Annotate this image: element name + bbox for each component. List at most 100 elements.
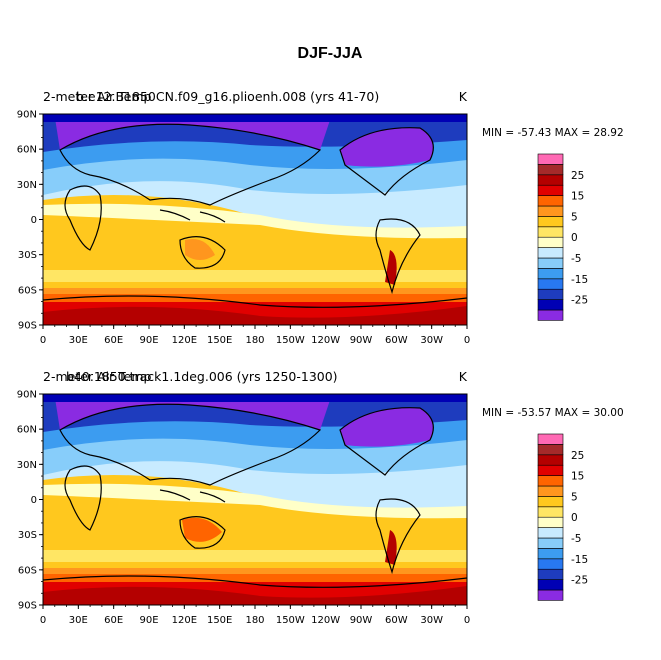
eurasia-purple xyxy=(55,118,330,150)
figure-title: DJF-JJA xyxy=(298,45,363,62)
lon-tick-label: 60E xyxy=(104,335,123,346)
colorbar-swatch xyxy=(537,527,564,539)
coastlines-1 xyxy=(43,123,467,308)
eurasia-purple xyxy=(55,398,330,430)
lon-tick-label: 120W xyxy=(311,335,340,346)
colorbar-label: -5 xyxy=(571,253,581,265)
colorbar-swatch xyxy=(537,433,564,445)
lat-tick-label: 60N xyxy=(17,425,37,436)
panel-1-units: K xyxy=(459,89,468,104)
colorbar-swatch xyxy=(537,226,564,238)
colorbar-swatch xyxy=(537,537,564,549)
map-panel-1: 2-meter Air Temp b.e12.B1850CN.f09_g16.p… xyxy=(17,89,624,346)
colorbar-swatch xyxy=(537,268,564,280)
panel-1-left-title-a: 2-meter Air Temp xyxy=(43,89,152,104)
tropic-paleyellow xyxy=(43,483,467,519)
lat-tick-label: 60S xyxy=(18,285,37,296)
colorbar-swatch xyxy=(537,454,564,466)
panel-1-colorbar: 25 15 5 0 -5 -15 -25 xyxy=(537,153,588,321)
antarctic-darkred xyxy=(43,586,467,605)
colorbar-label: -5 xyxy=(571,533,581,545)
australia-orange xyxy=(185,239,215,260)
colorbar-swatch xyxy=(537,247,564,259)
colorbar-swatch xyxy=(537,205,564,217)
lat-tick-label: 0 xyxy=(31,495,37,506)
arctic-navy xyxy=(43,394,467,402)
colorbar-swatch xyxy=(537,174,564,186)
panel-1-stats: MIN = -57.43 MAX = 28.92 xyxy=(482,127,624,139)
colorbar-swatch xyxy=(537,195,564,207)
lon-tick-label: 60W xyxy=(385,335,408,346)
lat-tick-label: 90N xyxy=(17,390,37,401)
colorbar-label: 0 xyxy=(571,232,578,244)
panel-2-stats: MIN = -53.57 MAX = 30.00 xyxy=(482,407,624,419)
colorbar-swatch xyxy=(537,516,564,528)
lon-tick-label: 0 xyxy=(40,615,46,626)
temperature-field-1 xyxy=(43,114,467,325)
colorbar-swatch xyxy=(537,299,564,311)
namerica-purple xyxy=(340,407,434,447)
colorbar-swatch xyxy=(537,278,564,290)
panel-2-left-title-b: b40.1850.track1.1deg.006 (yrs 1250-1300) xyxy=(66,369,338,384)
lat-tick-label: 0 xyxy=(31,215,37,226)
colorbar-swatch xyxy=(537,153,564,165)
colorbar-swatch xyxy=(537,568,564,580)
colorbar-swatch xyxy=(537,184,564,196)
band-ocean-orange xyxy=(43,568,467,574)
lon-tick-label: 30W xyxy=(420,615,443,626)
lat-tick-label: 60S xyxy=(18,565,37,576)
colorbar-swatch xyxy=(537,236,564,248)
lat-tick-label: 90N xyxy=(17,110,37,121)
colorbar-swatch xyxy=(537,216,564,228)
namerica-purple xyxy=(340,127,434,167)
colorbar-label: -25 xyxy=(571,295,588,307)
colorbar-swatch xyxy=(537,444,564,456)
lon-tick-label: 150E xyxy=(207,615,232,626)
colorbar-label: 25 xyxy=(571,170,584,182)
lat-tick-label: 30N xyxy=(17,180,37,191)
lat-tick-label: 90S xyxy=(18,321,37,332)
colorbar-label: -15 xyxy=(571,274,588,286)
lat-tick-label: 90S xyxy=(18,601,37,612)
lon-tick-label: 0 xyxy=(40,335,46,346)
lat-tick-label: 60N xyxy=(17,145,37,156)
map-panel-2: 2-meter Air Temp b40.1850.track1.1deg.00… xyxy=(17,369,624,626)
band-60s xyxy=(43,550,467,562)
argentina-red xyxy=(385,250,397,285)
panel-2-left-title-a: 2-meter Air Temp xyxy=(43,369,152,384)
lon-tick-label: 60E xyxy=(104,615,123,626)
argentina-red xyxy=(385,530,397,565)
colorbar-swatch xyxy=(537,464,564,476)
lon-tick-label: 150E xyxy=(207,335,232,346)
lon-tick-label: 60W xyxy=(385,615,408,626)
lon-tick-label: 30W xyxy=(420,335,443,346)
lon-tick-label: 90E xyxy=(139,335,158,346)
lon-tick-label: 30E xyxy=(69,335,88,346)
arctic-navy xyxy=(43,114,467,122)
colorbar-label: 0 xyxy=(571,512,578,524)
antarctic-darkred xyxy=(43,306,467,325)
colorbar-label: 15 xyxy=(571,191,584,203)
colorbar-swatch xyxy=(537,257,564,269)
colorbar-label: -15 xyxy=(571,554,588,566)
colorbar-swatch xyxy=(537,589,564,601)
lon-tick-label: 0 xyxy=(464,615,470,626)
lon-tick-label: 90W xyxy=(350,615,373,626)
colorbar-swatch xyxy=(537,496,564,508)
colorbar-label: 5 xyxy=(571,211,578,223)
lon-tick-label: 120W xyxy=(311,615,340,626)
colorbar-label: -25 xyxy=(571,575,588,587)
colorbar-label: 15 xyxy=(571,471,584,483)
lon-tick-label: 30E xyxy=(69,615,88,626)
lon-tick-label: 90E xyxy=(139,615,158,626)
colorbar-swatch xyxy=(537,485,564,497)
lat-tick-label: 30N xyxy=(17,460,37,471)
colorbar-swatch xyxy=(537,506,564,518)
colorbar-swatch xyxy=(537,288,564,300)
lon-tick-label: 150W xyxy=(276,335,305,346)
colorbar-label: 25 xyxy=(571,450,584,462)
coastlines-2 xyxy=(43,403,467,588)
tropic-paleyellow xyxy=(43,203,467,239)
lon-tick-label: 180 xyxy=(245,615,264,626)
